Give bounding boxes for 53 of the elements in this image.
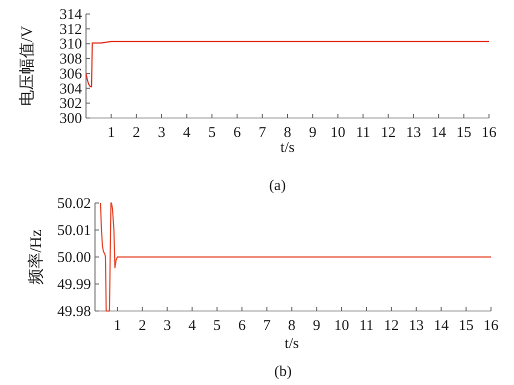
x-tick-label: 6 (238, 318, 246, 334)
x-tick-label: 14 (434, 318, 450, 334)
x-tick-label: 1 (114, 318, 122, 334)
text: (a) (269, 178, 286, 194)
x-tick-label: 8 (284, 125, 292, 141)
x-tick-label: 7 (263, 318, 272, 334)
x-tick-label: 2 (132, 125, 140, 141)
y-tick-label: 50.00 (57, 250, 91, 266)
x-tick-label: 5 (208, 125, 216, 141)
y-tick-label: 50.01 (57, 223, 91, 239)
x-tick-label: 13 (406, 125, 421, 141)
x-tick-label: 12 (380, 125, 396, 141)
y-tick-label: 310 (60, 36, 82, 53)
x-tick-label: 15 (456, 125, 472, 141)
y-tick-label: 300 (60, 111, 82, 127)
y-tick-label: 304 (60, 81, 82, 98)
x-axis-title: t/s (284, 336, 299, 352)
line-series (100, 202, 492, 312)
x-tick-label: 9 (308, 125, 316, 141)
x-tick-label: 2 (138, 318, 146, 334)
x-tick-label: 12 (384, 318, 399, 334)
x-axis-title: t/s (280, 140, 295, 156)
x-tick-label: 3 (163, 318, 171, 334)
y-tick-label: 49.99 (57, 277, 91, 293)
y-tick-label: 306 (60, 66, 82, 82)
line-series (85, 40, 490, 88)
y-tick-label: 308 (60, 52, 82, 68)
x-tick-label: 11 (359, 318, 374, 334)
y-tick-label: 50.02 (57, 196, 91, 212)
x-tick-label: 15 (458, 318, 474, 334)
x-tick-label: 14 (431, 125, 447, 141)
x-tick-label: 16 (482, 125, 497, 141)
x-tick-label: 10 (334, 318, 350, 334)
x-tick-label: 8 (288, 318, 296, 334)
x-tick-label: 1 (107, 125, 115, 141)
x-tick-label: 10 (330, 125, 346, 141)
x-tick-label: 5 (213, 318, 221, 334)
y-axis-title: 频率/Hz (27, 229, 45, 285)
y-tick-label: 312 (60, 22, 82, 38)
y-tick-label: 302 (60, 96, 82, 112)
x-tick-label: 3 (158, 125, 166, 141)
x-tick-label: 4 (188, 318, 196, 334)
x-tick-label: 11 (356, 125, 370, 141)
x-tick-label: 13 (408, 318, 424, 334)
y-axis-title: 电压幅值/V (18, 26, 36, 106)
y-tick-label: 314 (60, 7, 82, 23)
x-tick-label: 6 (233, 125, 242, 141)
x-tick-label: 7 (258, 125, 267, 141)
x-tick-label: 9 (312, 318, 320, 334)
y-tick-label: 49.98 (57, 304, 91, 320)
x-tick-label: 4 (183, 125, 191, 141)
x-tick-label: 16 (484, 318, 499, 334)
text: (b) (274, 364, 292, 380)
